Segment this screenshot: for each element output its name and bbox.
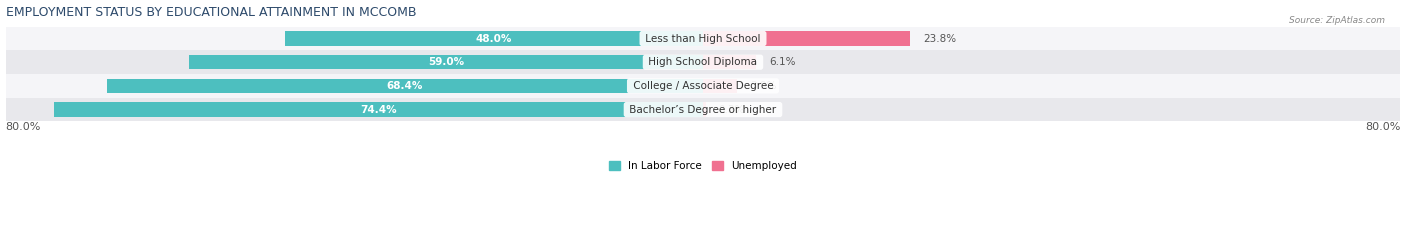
- Bar: [6, 74, 1400, 98]
- Bar: [703, 79, 737, 93]
- Text: 0.3%: 0.3%: [718, 105, 745, 115]
- Text: 3.9%: 3.9%: [749, 81, 776, 91]
- Legend: In Labor Force, Unemployed: In Labor Force, Unemployed: [605, 157, 801, 175]
- Text: 6.1%: 6.1%: [769, 57, 796, 67]
- Text: 68.4%: 68.4%: [387, 81, 423, 91]
- Text: 23.8%: 23.8%: [924, 34, 956, 44]
- Bar: [703, 31, 911, 46]
- Bar: [6, 27, 1400, 50]
- Text: 80.0%: 80.0%: [6, 122, 41, 132]
- Text: High School Diploma: High School Diploma: [645, 57, 761, 67]
- Text: 48.0%: 48.0%: [475, 34, 512, 44]
- Text: 59.0%: 59.0%: [427, 57, 464, 67]
- Bar: [107, 79, 703, 93]
- Text: Source: ZipAtlas.com: Source: ZipAtlas.com: [1289, 16, 1385, 25]
- Text: 80.0%: 80.0%: [1365, 122, 1400, 132]
- Bar: [188, 55, 703, 69]
- Text: College / Associate Degree: College / Associate Degree: [630, 81, 776, 91]
- Text: Bachelor’s Degree or higher: Bachelor’s Degree or higher: [626, 105, 780, 115]
- Bar: [55, 103, 703, 117]
- Bar: [284, 31, 703, 46]
- Bar: [6, 50, 1400, 74]
- Text: 74.4%: 74.4%: [360, 105, 396, 115]
- Text: EMPLOYMENT STATUS BY EDUCATIONAL ATTAINMENT IN MCCOMB: EMPLOYMENT STATUS BY EDUCATIONAL ATTAINM…: [6, 6, 416, 19]
- Bar: [703, 55, 756, 69]
- Bar: [6, 98, 1400, 121]
- Bar: [703, 103, 706, 117]
- Text: Less than High School: Less than High School: [643, 34, 763, 44]
